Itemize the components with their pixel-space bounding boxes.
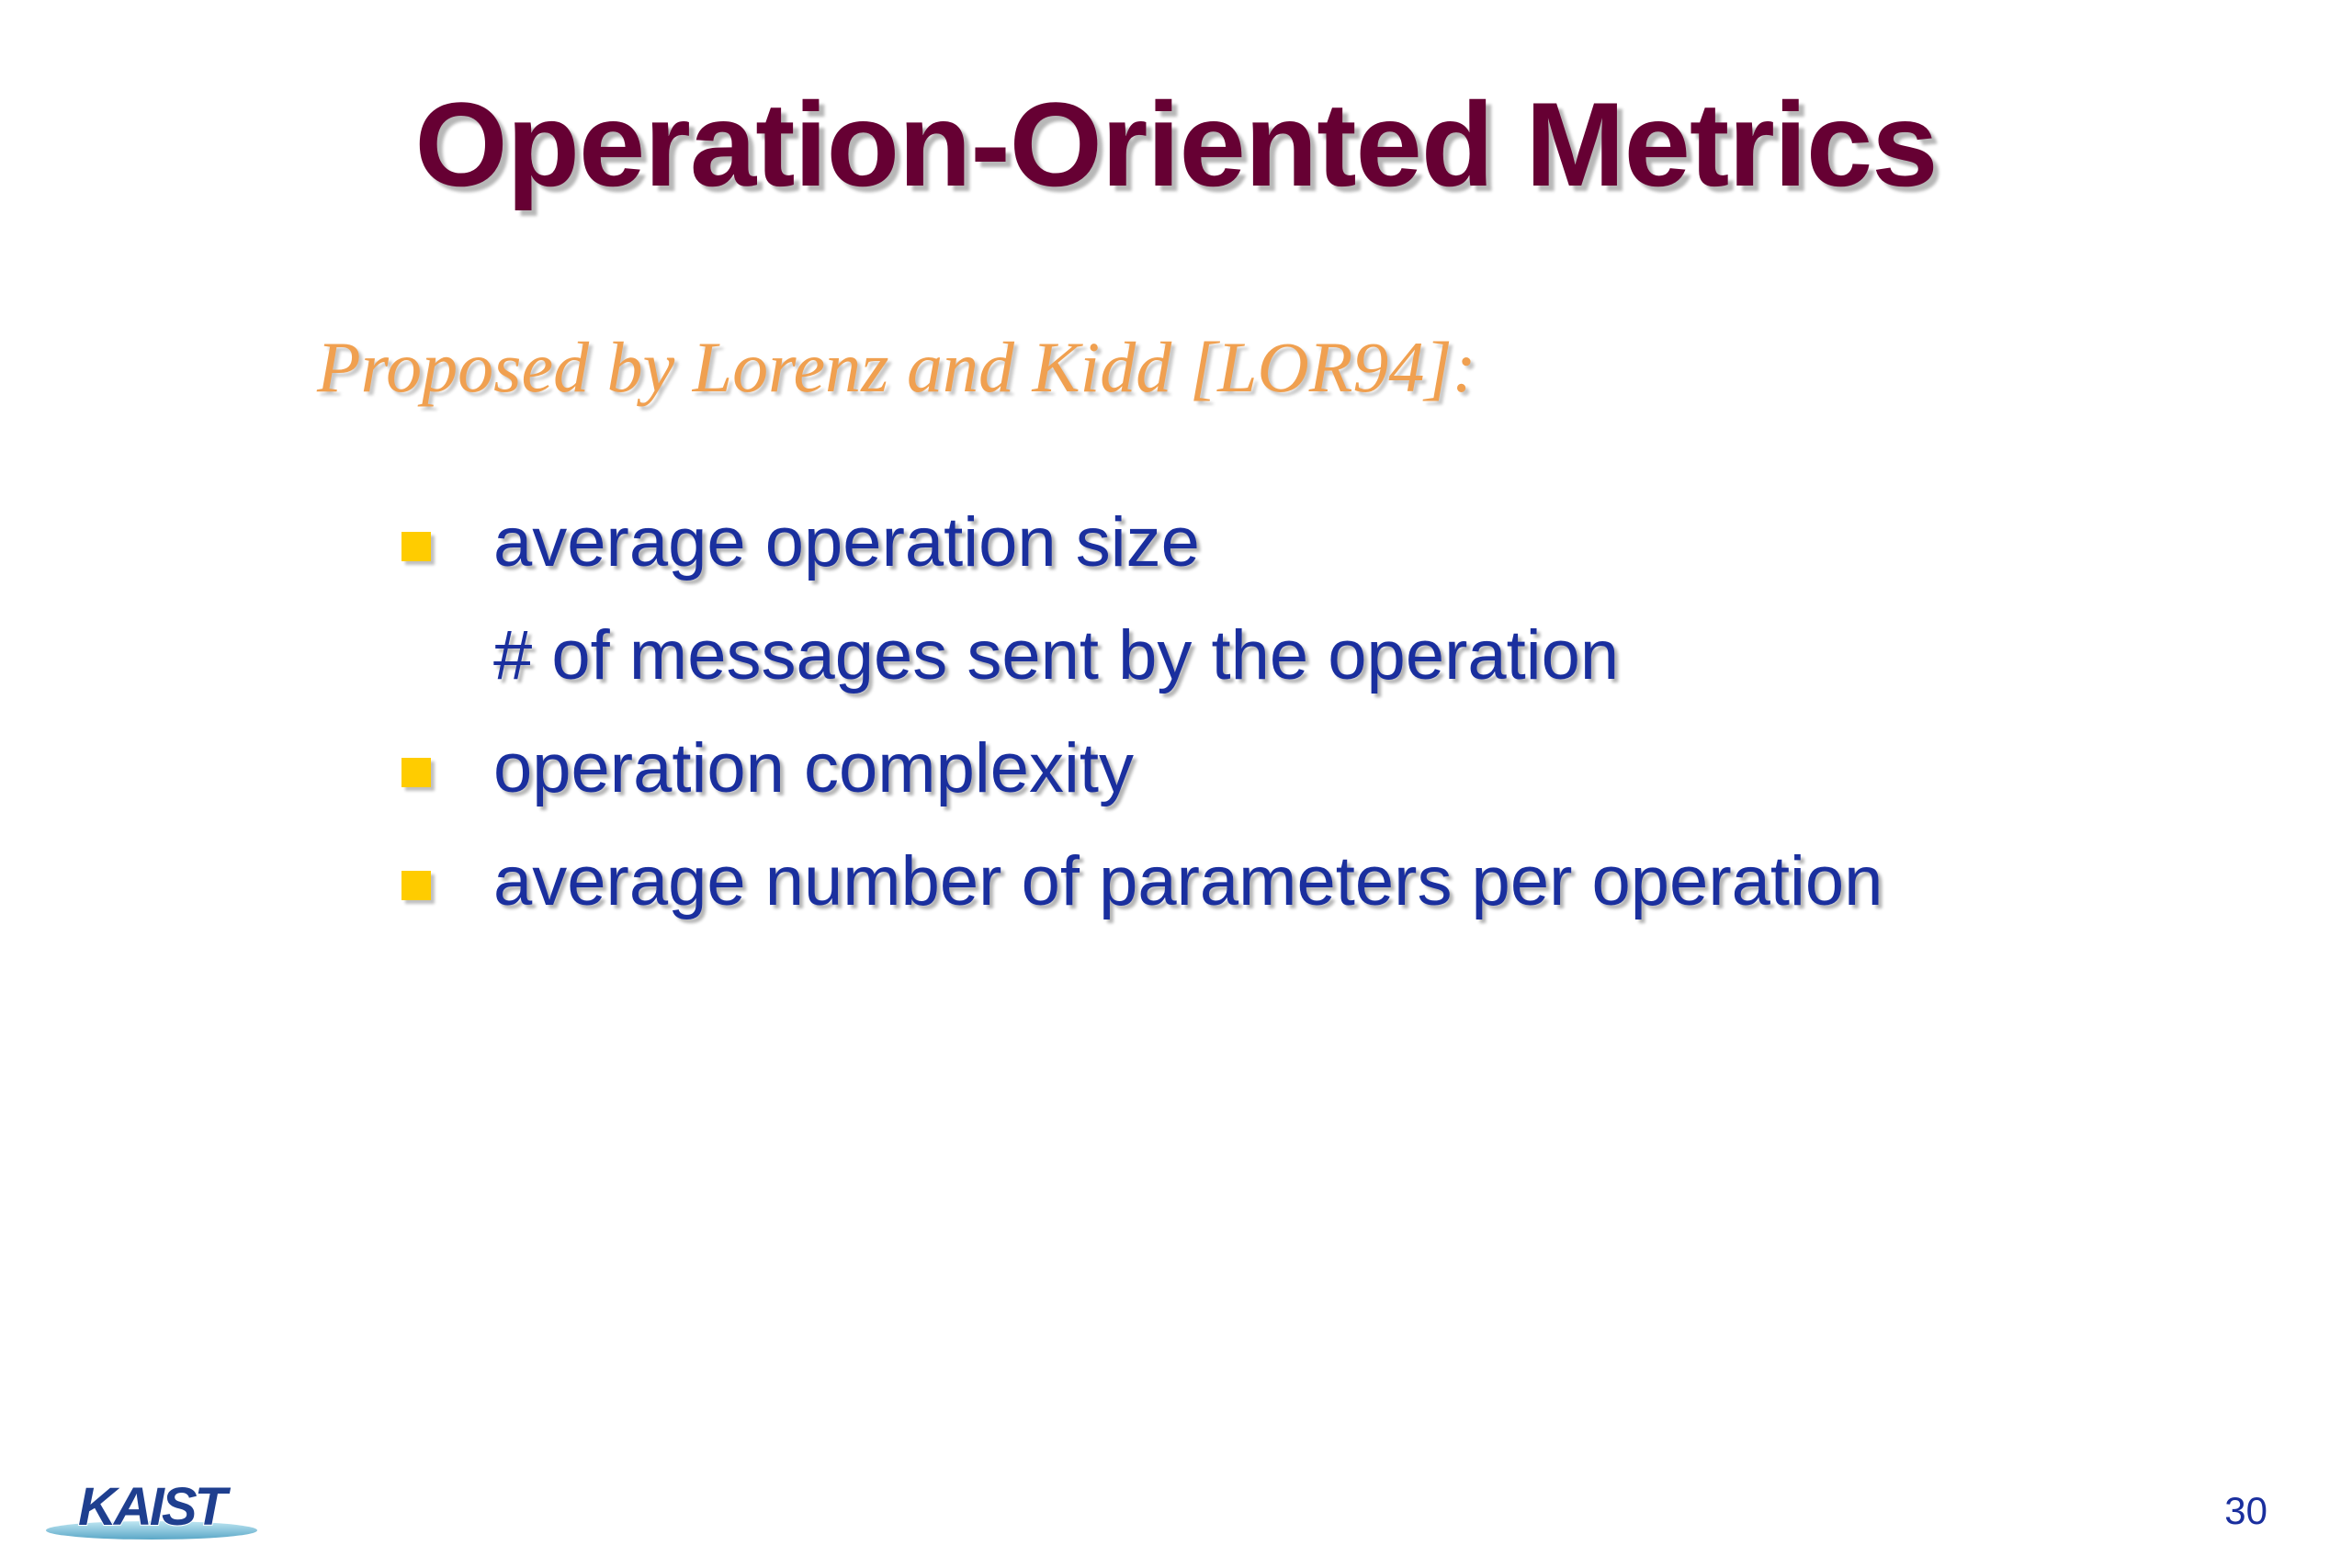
square-bullet-icon	[401, 871, 431, 900]
list-item-text: average number of parameters per operati…	[493, 842, 1883, 920]
square-bullet-icon	[401, 532, 431, 561]
list-item: average operation size	[401, 501, 2239, 614]
kaist-logo: KAIST	[46, 1476, 257, 1540]
logo-wordmark: KAIST	[78, 1477, 232, 1537]
list-item: average number of parameters per operati…	[401, 840, 2239, 953]
slide-subtitle: Proposed by Lorenz and Kidd [LOR94]:	[317, 327, 1476, 407]
list-item: # of messages sent by the operation	[401, 614, 2239, 727]
logo-wave-shape	[46, 1521, 257, 1540]
list-item-text: operation complexity	[493, 729, 1135, 807]
list-item-text: average operation size	[493, 503, 1200, 581]
list-item: operation complexity	[401, 727, 2239, 840]
slide-title: Operation-Oriented Metrics	[414, 77, 1938, 211]
list-item-text: # of messages sent by the operation	[493, 616, 1620, 694]
square-bullet-icon	[401, 758, 431, 787]
page-number: 30	[2224, 1489, 2267, 1532]
bullet-list: average operation size # of messages sen…	[401, 501, 2239, 953]
